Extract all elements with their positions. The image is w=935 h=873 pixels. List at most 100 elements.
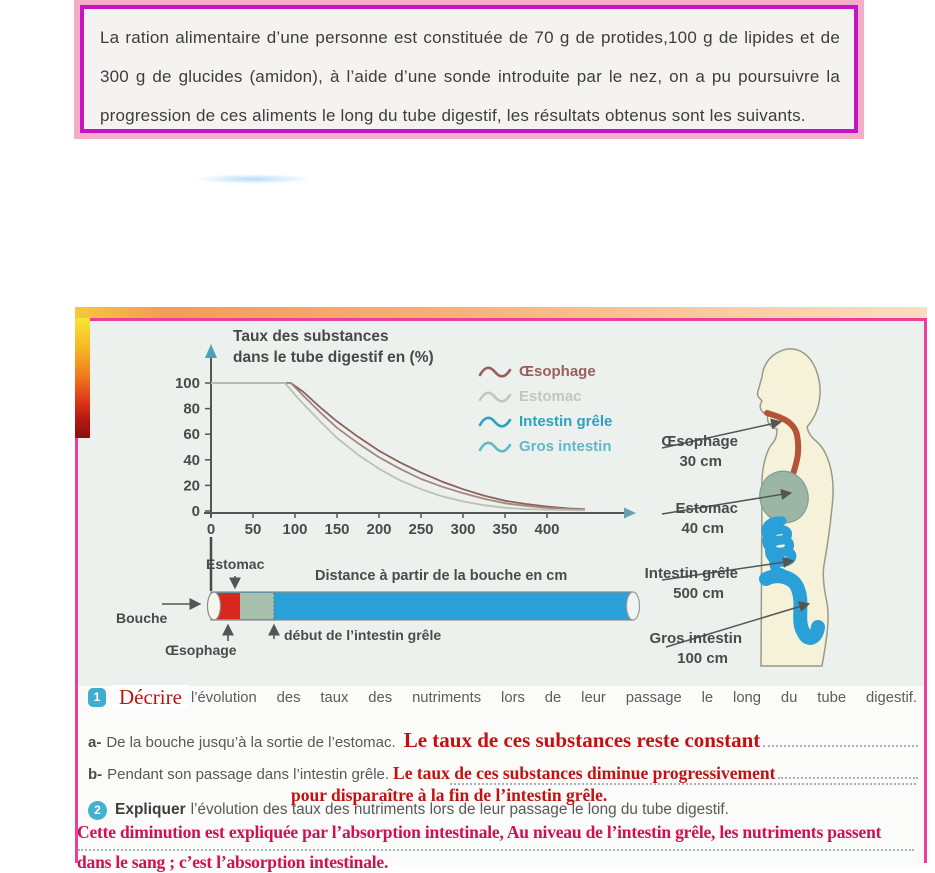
legend-squiggle-icon [478, 366, 512, 378]
answer-b-line2: pour disparaître à la fin de l’intestin … [291, 785, 608, 805]
organ-label: Œsophage 30 cm [634, 432, 738, 472]
x-axis-label: Distance à partir de la bouche en cm [315, 568, 568, 584]
legend-squiggle-icon [478, 416, 512, 428]
organ-length: 30 cm [679, 453, 722, 470]
small-intestine-start-label: début de l’intestin grêle [284, 627, 442, 643]
organ-label: Estomac 40 cm [634, 499, 738, 539]
y-tick-label: 80 [183, 401, 200, 418]
final-answer-line2: dans le sang ; c’est l’absorption intest… [77, 852, 389, 872]
x-tick-labels: 0 50 100 150 200 250 300 350 400 [207, 513, 560, 538]
organ-label: Gros intestin 100 cm [620, 629, 742, 669]
tube-mouth-label: Bouche [116, 610, 168, 626]
question-b-prefix: b- [88, 766, 103, 783]
organ-name: Estomac [675, 500, 738, 517]
body-diagram [756, 348, 834, 667]
x-tick-label: 350 [492, 521, 517, 538]
question-a-text: De la bouche jusqu’à la sortie de l’esto… [106, 734, 396, 751]
figure-box: 0 20 40 60 80 100 0 50 100 150 200 250 300 350 400 [75, 307, 927, 872]
oesophagus-organ [764, 410, 802, 483]
x-tick-label: 0 [207, 521, 215, 538]
question-a-prefix: a- [88, 734, 102, 751]
stomach-tube-segment [240, 593, 274, 619]
dotted-leader [778, 767, 918, 779]
dotted-leader [763, 735, 918, 747]
page-edge-gradient [75, 318, 90, 438]
question-a-row: a- De la bouche jusqu’à la sortie de l’e… [88, 728, 918, 753]
page-edge-strip [75, 307, 927, 318]
figure-area: 0 20 40 60 80 100 0 50 100 150 200 250 300 350 400 [78, 321, 924, 686]
question-2-text: l’évolution des taux des nutriments lors… [190, 801, 729, 818]
y-tick-label: 60 [183, 426, 200, 443]
intro-text: La ration alimentaire d’une personne est… [100, 28, 840, 125]
x-tick-label: 400 [534, 521, 559, 538]
y-tick-label: 20 [183, 477, 200, 494]
x-tick-label: 100 [282, 521, 307, 538]
chart-legend: Œsophage Estomac Intestin grêle Gros intest… [478, 359, 612, 459]
large-intestine-organ [759, 569, 825, 645]
question-b-text: Pendant son passage dans l’intestin grêl… [107, 766, 390, 783]
answer-a: Le taux de ces substances reste constant [403, 728, 761, 752]
x-tick-label: 150 [324, 521, 349, 538]
question-2-badge: 2 [88, 801, 107, 820]
legend-squiggle-icon [478, 391, 512, 403]
tube-diagram [162, 576, 641, 641]
small-intestine-label-arrow [661, 556, 795, 581]
x-tick-label: 50 [245, 521, 262, 538]
organ-length: 100 cm [677, 650, 728, 667]
legend-squiggle-icon [478, 441, 512, 453]
intro-box: La ration alimentaire d’une personne est… [80, 5, 858, 133]
organ-name: Intestin grêle [644, 565, 738, 582]
small-intestine-organ [761, 516, 797, 578]
x-tick-label: 300 [450, 521, 475, 538]
organ-length: 500 cm [673, 585, 724, 602]
intestine-tube-segment [210, 591, 634, 621]
chart-curves [211, 382, 585, 512]
series-curve-substance-curve-2 [211, 382, 585, 511]
legend-label: Œsophage [519, 363, 596, 380]
oesophagus-label-arrow [661, 418, 783, 449]
y-tick-label: 0 [192, 503, 200, 520]
y-tick-label: 100 [175, 375, 200, 392]
question-1-verb: Décrire [112, 685, 189, 709]
dotted-rule [78, 849, 914, 851]
mouth-cap [206, 591, 222, 621]
legend-label: Intestin grêle [519, 413, 613, 430]
legend-label: Estomac [519, 388, 582, 405]
y-tick-label: 40 [183, 452, 200, 469]
intro-box-glow: La ration alimentaire d’une personne est… [74, 0, 864, 139]
scan-smudge [193, 174, 313, 184]
legend-item: Intestin grêle [478, 409, 612, 434]
final-answer-line1: Cette diminution est expliquée par l’abs… [77, 822, 882, 842]
figure-border-box: 0 20 40 60 80 100 0 50 100 150 200 250 300 350 400 [75, 318, 927, 872]
tube-stomach-label: Estomac [206, 556, 265, 572]
chart-title-line1: Taux des substances [233, 328, 389, 345]
question-2-verb: Expliquer [115, 801, 186, 818]
dotted-rule [450, 783, 916, 785]
legend-item: Estomac [478, 384, 612, 409]
y-axis-arrow-icon [205, 344, 217, 358]
question-1-row: 1 Décrire l’évolution des taux des nutri… [88, 685, 917, 709]
organ-label: Intestin grêle 500 cm [616, 564, 738, 604]
tube-end-cap [625, 591, 641, 621]
series-curve-substance-curve-1 [211, 382, 585, 510]
question-b-row: b- Pendant son passage dans l’intestin g… [88, 763, 918, 784]
legend-item: Gros intestin [478, 434, 612, 459]
organ-name: Œsophage [661, 433, 738, 450]
y-tick-labels: 0 20 40 60 80 100 [175, 375, 211, 520]
stomach-label-arrow [661, 488, 793, 515]
legend-label: Gros intestin [519, 438, 612, 455]
chart-title: Taux des substances dans le tube digesti… [233, 326, 434, 368]
chart-title-line2: dans le tube digestif en (%) [233, 349, 434, 366]
organ-name: Gros intestin [649, 630, 742, 647]
digestive-figure-svg: 0 20 40 60 80 100 0 50 100 150 200 250 300 350 400 [162, 344, 834, 667]
large-intestine-label-arrow [665, 601, 811, 648]
question-2-row: 2 Expliquer l’évolution des taux des nut… [88, 801, 894, 820]
x-axis-arrow-icon [624, 507, 636, 519]
tube-oesophagus-label: Œsophage [165, 642, 237, 658]
question-1-badge: 1 [88, 688, 106, 707]
question-1-text: l’évolution des taux des nutriments lors… [190, 690, 917, 706]
x-tick-label: 200 [366, 521, 391, 538]
legend-item: Œsophage [478, 359, 612, 384]
questions-section: 1 Décrire l’évolution des taux des nutri… [77, 685, 924, 872]
series-curve-substance-curve-3 [211, 382, 585, 512]
